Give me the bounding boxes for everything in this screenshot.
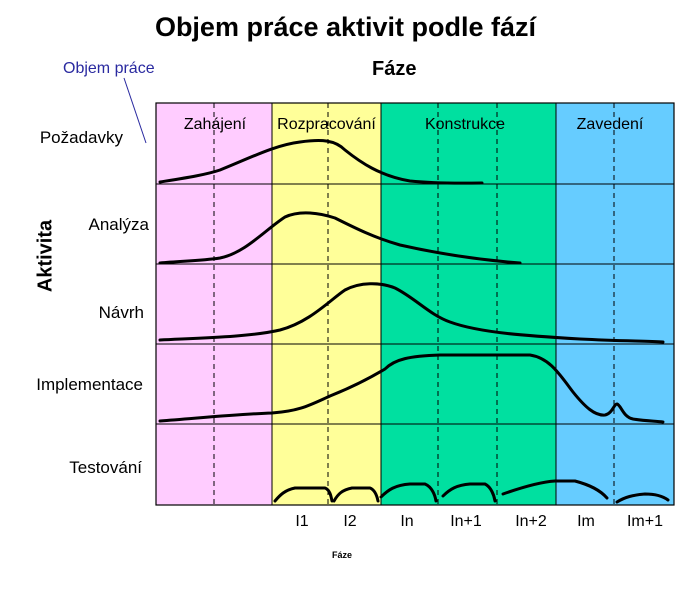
iteration-label: In+1 xyxy=(450,513,482,530)
phase-label-transition: Zavedení xyxy=(576,116,644,133)
requirements-curve xyxy=(158,139,484,185)
phase-label-construction: Konstrukce xyxy=(424,116,506,133)
testing-curve-i2 xyxy=(332,486,380,503)
iteration-label: I1 xyxy=(295,513,309,530)
workload-curves xyxy=(158,139,670,504)
activity-label-requirements: Požadavky xyxy=(39,128,123,147)
workload-pointer xyxy=(123,77,147,144)
phase-boundaries xyxy=(271,103,557,505)
activity-label-implementation: Implementace xyxy=(36,375,143,394)
activity-label-analysis: Analýza xyxy=(88,215,149,234)
testing-curve-im1 xyxy=(615,492,670,504)
phase-header: Fáze xyxy=(372,58,417,80)
row-dividers xyxy=(156,183,674,425)
diagram-title: Objem práce aktivit podle fází xyxy=(154,12,537,42)
activity-label-testing: Testování xyxy=(69,458,142,477)
workload-annotation: Objem práce xyxy=(63,60,155,77)
implementation-curve xyxy=(158,353,665,424)
phase-label-elaboration: Rozpracování xyxy=(277,116,376,133)
iteration-label: Im xyxy=(577,513,595,530)
testing-curve-in1 xyxy=(441,482,497,503)
testing-curve-in2-im xyxy=(501,479,609,500)
phase-label-inception: Zahájení xyxy=(183,116,247,133)
iteration-label: In+2 xyxy=(515,513,547,530)
testing-curve-i1 xyxy=(273,486,334,503)
design-curve xyxy=(158,282,665,344)
phase-band-transition xyxy=(556,103,674,505)
testing-curve-in xyxy=(379,482,438,503)
phase-bands xyxy=(156,103,674,505)
iteration-label: Im+1 xyxy=(626,513,663,530)
analysis-curve xyxy=(158,211,522,265)
activity-label-design: Návrh xyxy=(98,303,144,322)
iteration-label: In xyxy=(400,513,414,530)
diagram-frame xyxy=(155,102,675,506)
phase-band-construction xyxy=(381,103,556,505)
footer-phase-label: Fáze xyxy=(332,550,353,560)
iteration-label: I2 xyxy=(343,513,357,530)
